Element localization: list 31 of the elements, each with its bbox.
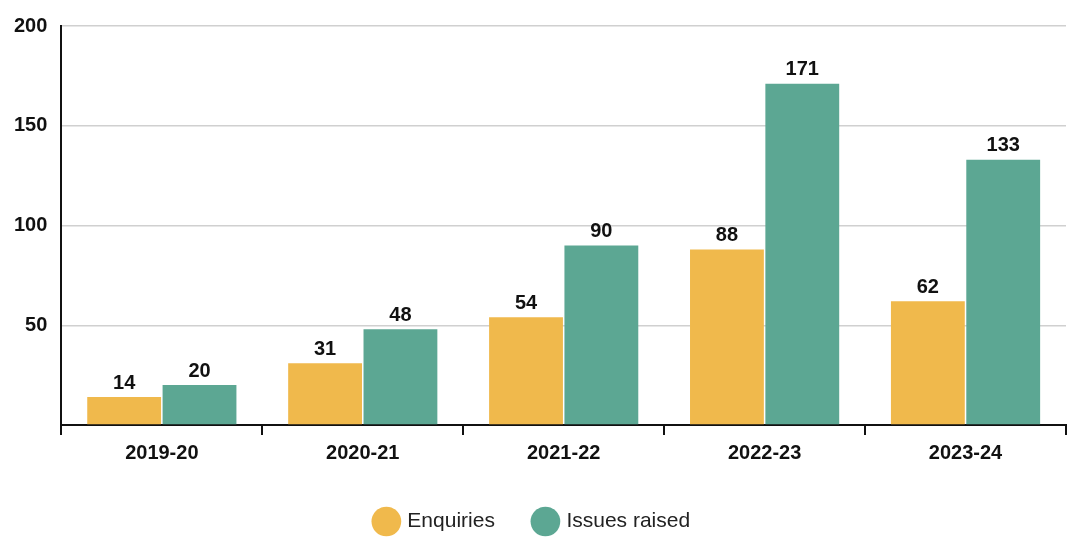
data-label: 20: [188, 358, 211, 381]
data-label: 133: [986, 133, 1020, 156]
data-label: 90: [590, 218, 613, 241]
y-tick-label: 50: [25, 312, 48, 335]
y-tick-label: 200: [13, 13, 48, 36]
x-tick-label: 2019-20: [125, 440, 199, 463]
bar: [765, 83, 840, 425]
x-tick-label: 2022-23: [727, 440, 802, 463]
data-label: 54: [514, 290, 539, 313]
bar: [690, 249, 764, 425]
x-tick-label: 2023-24: [928, 440, 1004, 463]
bar: [564, 245, 639, 425]
bar: [87, 397, 162, 425]
bar: [890, 301, 965, 425]
y-tick-label: 100: [13, 213, 48, 236]
data-label: 48: [389, 302, 412, 325]
legend-label: Enquiries: [407, 508, 495, 532]
y-tick-label: 150: [13, 113, 48, 136]
bar: [288, 363, 363, 425]
bar: [966, 159, 1041, 425]
bar: [162, 385, 237, 425]
data-label: 62: [916, 274, 939, 297]
bar: [363, 329, 438, 425]
data-label: 31: [313, 336, 337, 359]
x-tick-label: 2020-21: [326, 440, 400, 463]
data-label: 171: [785, 57, 819, 80]
bar: [489, 317, 563, 425]
data-label: 14: [113, 370, 137, 393]
legend-label: Issues raised: [566, 508, 691, 532]
x-tick-label: 2021-22: [526, 440, 601, 463]
data-label: 88: [715, 222, 739, 245]
